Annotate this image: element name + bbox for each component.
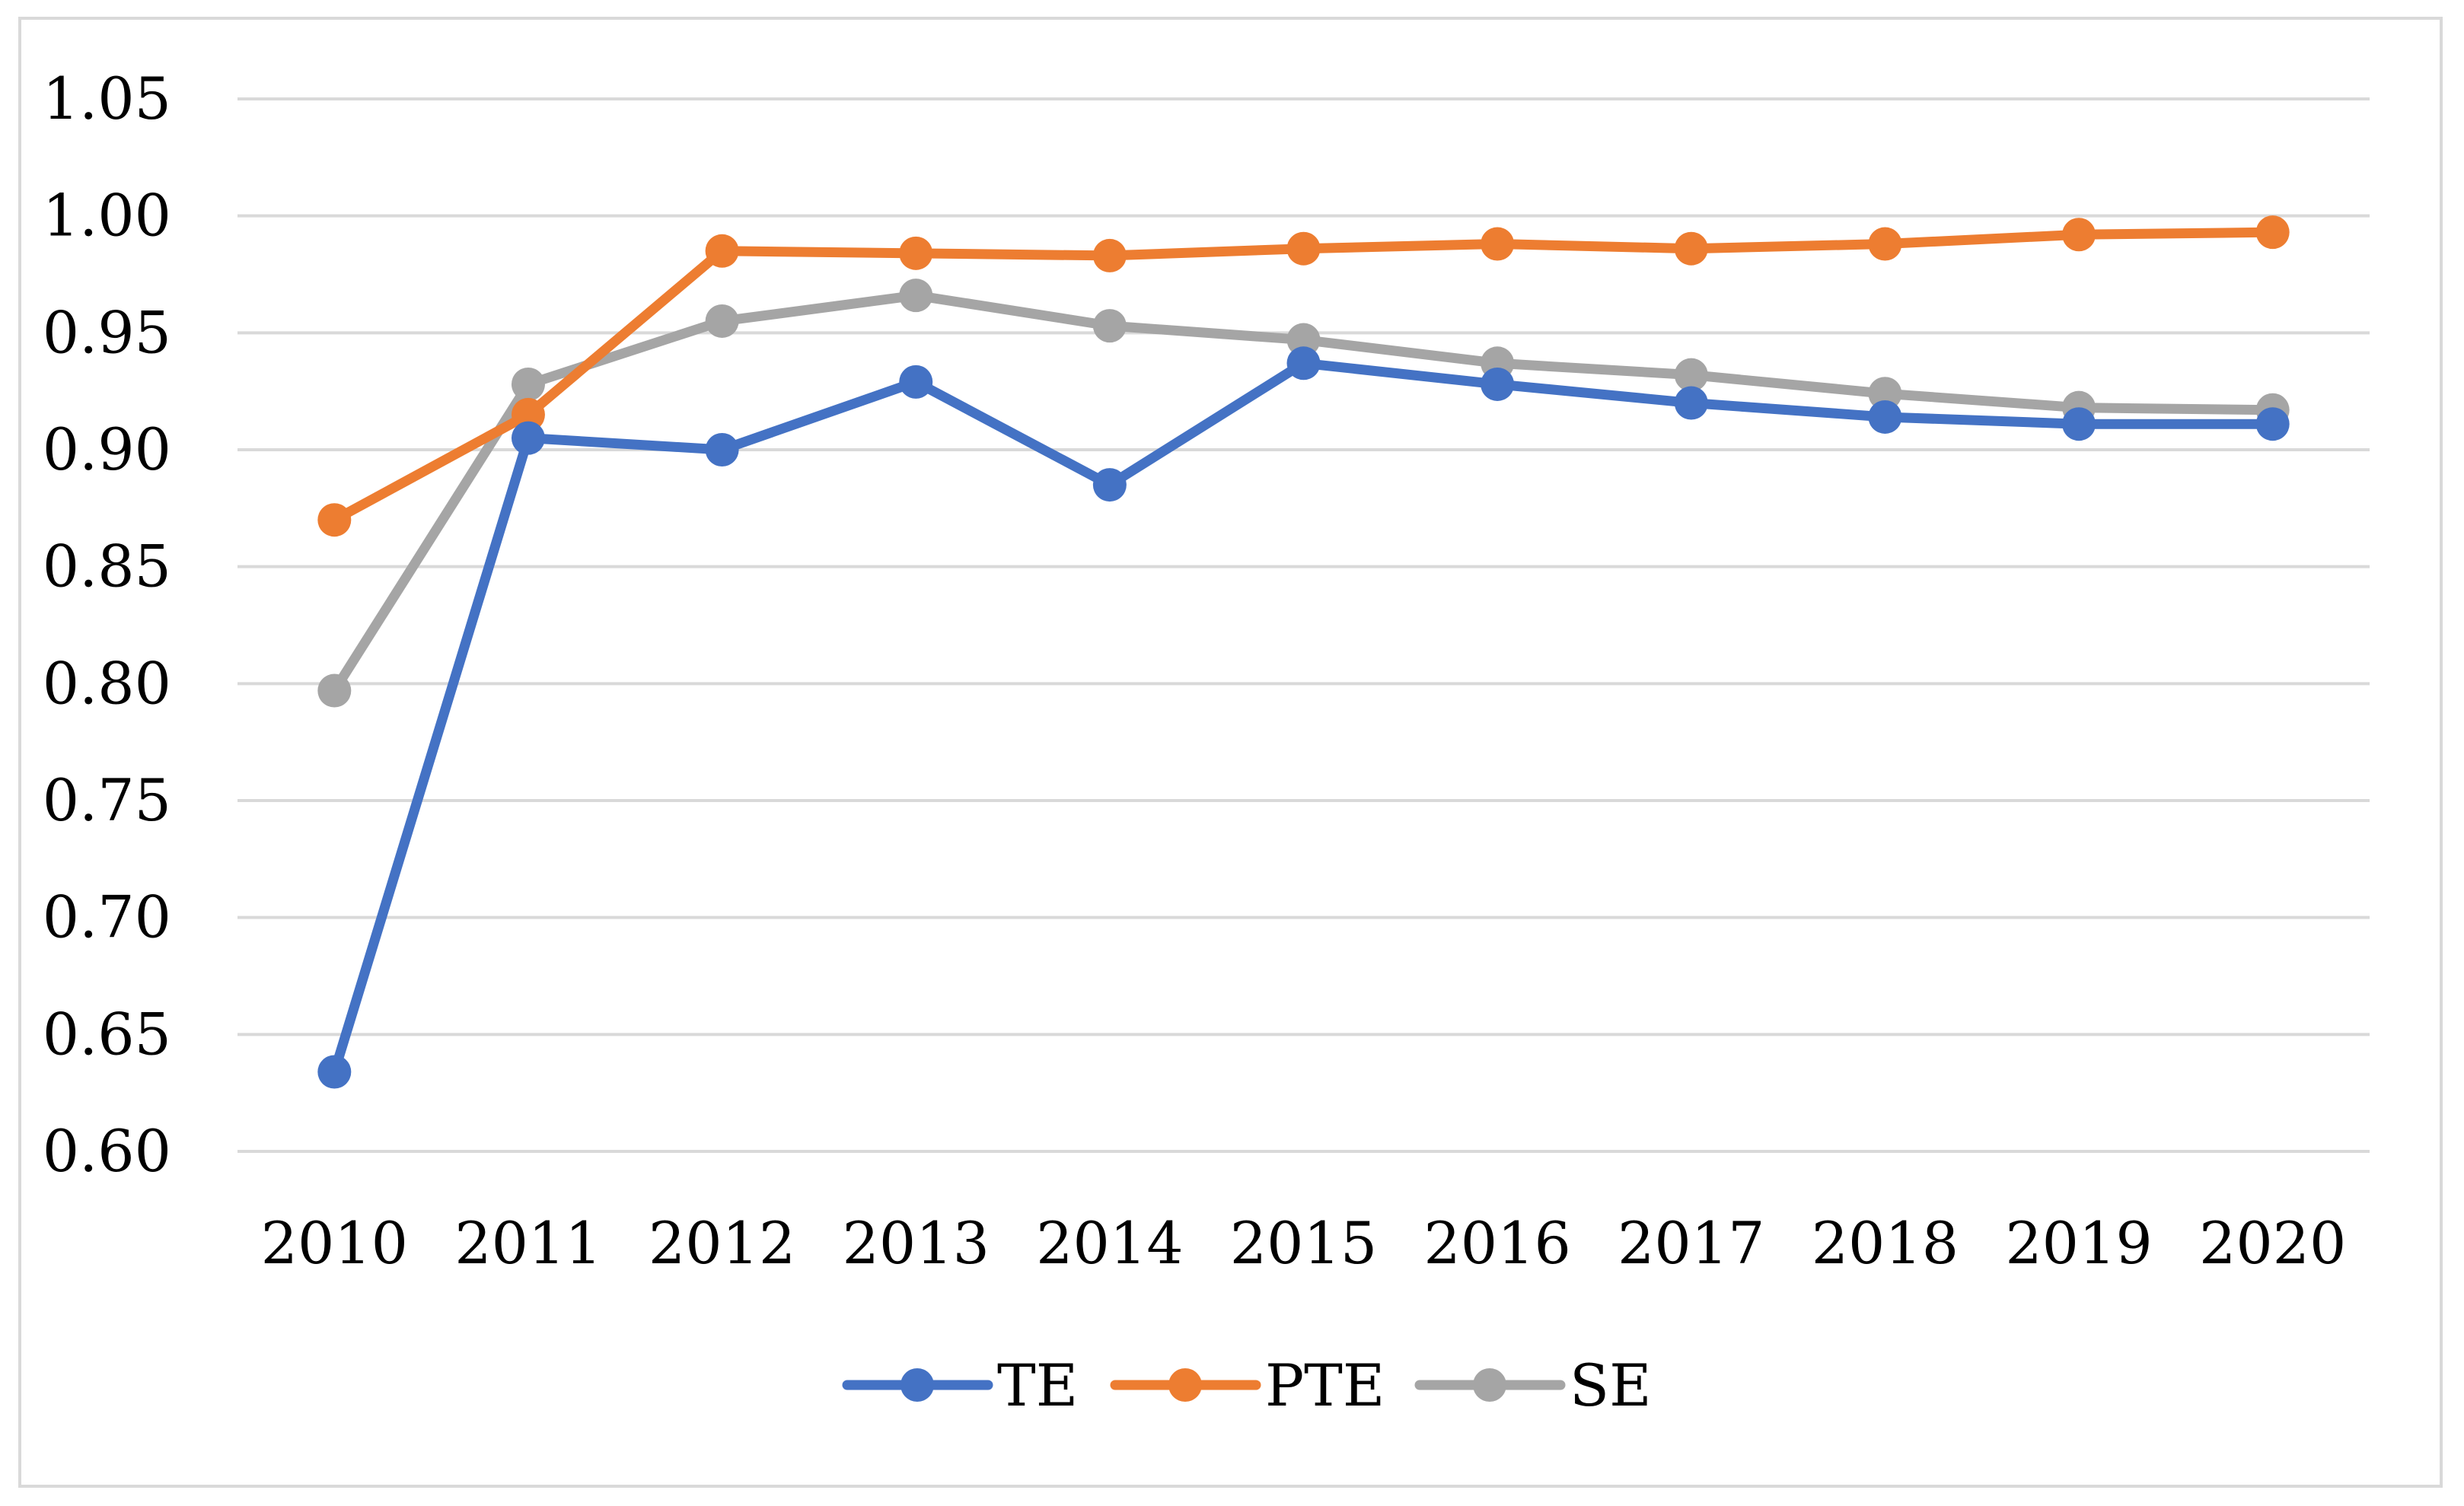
data-point-se xyxy=(705,304,739,338)
data-point-pte xyxy=(511,397,545,431)
gridlines xyxy=(237,97,2370,1153)
data-point-te xyxy=(899,365,933,399)
legend-item-te: TE xyxy=(842,1352,1078,1419)
y-tick-label: 0.80 xyxy=(43,649,171,717)
series-pte xyxy=(317,215,2290,537)
y-tick-label: 0.70 xyxy=(43,884,171,951)
y-tick-label: 0.90 xyxy=(43,416,171,483)
data-point-te xyxy=(1286,346,1321,380)
data-point-te xyxy=(705,433,739,466)
data-point-te xyxy=(2062,407,2096,441)
data-point-te xyxy=(1092,468,1127,502)
series-line-te xyxy=(329,358,2278,1078)
x-tick-label: 2011 xyxy=(454,1209,601,1277)
data-point-te xyxy=(2255,407,2290,441)
x-axis: 2010 2011 2012 2013 2014 2015 2016 2017 2018 2019… xyxy=(261,1209,2347,1277)
legend: TE PTE SE xyxy=(842,1352,1652,1419)
legend-label: TE xyxy=(997,1352,1078,1419)
x-tick-label: 2017 xyxy=(1618,1209,1764,1277)
x-tick-label: 2014 xyxy=(1036,1209,1183,1277)
data-point-se xyxy=(1868,377,1902,411)
data-point-se xyxy=(317,673,352,708)
data-point-se xyxy=(511,367,545,401)
data-point-te xyxy=(511,421,545,455)
legend-label: PTE xyxy=(1265,1352,1385,1419)
data-point-se xyxy=(1092,309,1127,343)
x-tick-label: 2016 xyxy=(1423,1209,1570,1277)
legend-item-se: SE xyxy=(1414,1352,1652,1419)
chart-frame xyxy=(18,17,2443,1488)
data-point-pte xyxy=(2255,215,2290,250)
x-tick-label: 2018 xyxy=(1812,1209,1959,1277)
data-point-se xyxy=(899,279,933,313)
legend-marker xyxy=(1473,1368,1506,1402)
y-tick-label: 0.95 xyxy=(43,298,171,366)
data-point-te xyxy=(1481,367,1515,401)
data-point-te xyxy=(1674,386,1708,420)
series-te xyxy=(317,346,2290,1089)
y-tick-label: 0.60 xyxy=(43,1117,171,1185)
data-point-pte xyxy=(1674,231,1708,266)
x-tick-label: 2019 xyxy=(2005,1209,2152,1277)
x-tick-label: 2013 xyxy=(843,1209,990,1277)
data-point-te xyxy=(317,1055,352,1089)
data-point-pte xyxy=(1868,227,1902,261)
data-point-pte xyxy=(899,236,933,270)
y-tick-label: 0.65 xyxy=(43,1000,171,1068)
data-point-pte xyxy=(2062,218,2096,252)
y-tick-label: 1.05 xyxy=(43,65,171,132)
y-tick-label: 0.75 xyxy=(43,766,171,834)
legend-marker xyxy=(1168,1368,1202,1402)
legend-label: SE xyxy=(1570,1352,1652,1419)
data-point-pte xyxy=(1092,238,1127,272)
data-point-se xyxy=(1674,358,1708,392)
data-point-se xyxy=(1286,323,1321,357)
y-axis: 0.60 0.65 0.70 0.75 0.80 0.85 0.90 0.95 1.00 1.05 xyxy=(43,65,171,1185)
y-tick-label: 0.85 xyxy=(43,533,171,600)
x-tick-label: 2012 xyxy=(649,1209,795,1277)
legend-item-pte: PTE xyxy=(1110,1352,1385,1419)
data-point-te xyxy=(1868,400,1902,434)
x-tick-label: 2015 xyxy=(1230,1209,1377,1277)
series-group xyxy=(317,215,2290,1089)
x-tick-label: 2010 xyxy=(261,1209,408,1277)
y-tick-label: 1.00 xyxy=(43,182,171,250)
data-point-pte xyxy=(1286,231,1321,266)
data-point-pte xyxy=(1481,227,1515,261)
legend-marker xyxy=(900,1368,934,1402)
data-point-pte xyxy=(705,234,739,268)
data-point-pte xyxy=(317,503,352,537)
x-tick-label: 2020 xyxy=(2199,1209,2346,1277)
